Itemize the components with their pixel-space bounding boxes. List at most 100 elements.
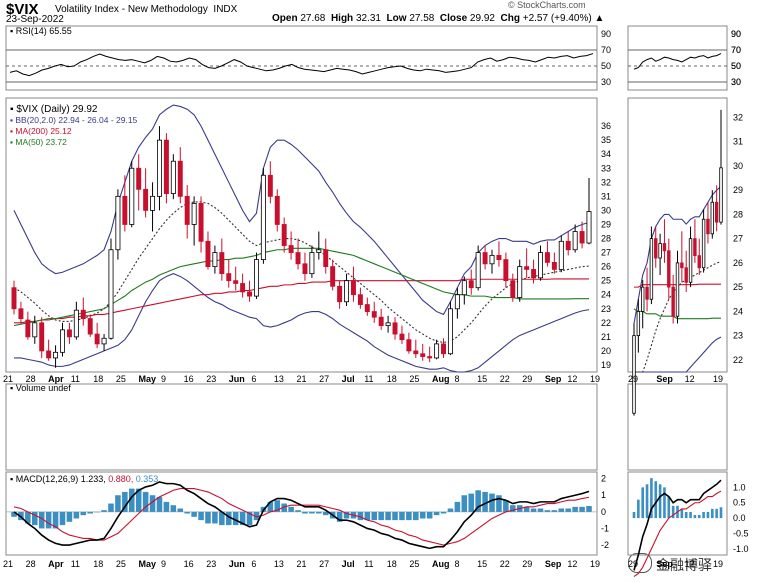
macd-tick-label: -2 bbox=[601, 540, 609, 550]
zoom-macd-bar bbox=[671, 505, 675, 519]
zoom-x-tick-bottom: 12 bbox=[685, 559, 695, 569]
candle-body bbox=[378, 316, 384, 327]
zoom-price-tick: 27 bbox=[733, 234, 743, 244]
macd-x-tick: 27 bbox=[319, 559, 329, 569]
zoom-candle-body bbox=[680, 262, 684, 269]
macd-hist-bar bbox=[73, 511, 80, 519]
candle-body bbox=[108, 249, 114, 339]
zoom-macd-bar bbox=[645, 484, 649, 519]
macd-hist-bar bbox=[59, 511, 66, 526]
macd-hist-bar bbox=[122, 491, 128, 512]
zoom-bb-upper bbox=[633, 186, 722, 324]
macd-x-tick: 12 bbox=[567, 559, 577, 569]
candle-body bbox=[586, 211, 592, 244]
macd-hist-bar bbox=[364, 511, 371, 521]
price-tick-label: 28 bbox=[601, 234, 611, 244]
candle-body bbox=[198, 202, 204, 242]
candle-body bbox=[531, 269, 537, 279]
price-tick-label: 26 bbox=[601, 262, 611, 272]
macd-hist-bar bbox=[52, 511, 59, 529]
panel-frame-macd bbox=[5, 471, 598, 556]
zoom-macd-bar bbox=[715, 508, 718, 519]
candle-body bbox=[219, 252, 225, 275]
zoom-rsi-tick-label: 30 bbox=[731, 77, 741, 87]
candle-body bbox=[503, 259, 509, 282]
zoom-candle-body bbox=[654, 238, 658, 259]
macd-tick-label: -1 bbox=[601, 523, 609, 533]
close-label: Close bbox=[439, 13, 468, 24]
macd-hist-bar bbox=[80, 511, 87, 516]
macd-hist-bar bbox=[295, 510, 301, 512]
volume-label: ▪ Volume undef bbox=[10, 383, 71, 393]
candle-body bbox=[288, 245, 294, 253]
zoom-macd-bar bbox=[667, 496, 671, 519]
macd-x-tick: Sep bbox=[545, 559, 562, 569]
up-arrow-icon: ▲ bbox=[594, 13, 605, 24]
candle-body bbox=[413, 350, 419, 355]
macd-x-tick: 16 bbox=[184, 559, 194, 569]
macd-hist-bar bbox=[523, 506, 530, 512]
macd-hist-bar bbox=[101, 510, 107, 512]
price-x-tick: Apr bbox=[48, 374, 64, 384]
macd-hist-bar bbox=[309, 511, 315, 514]
zoom-candle-body bbox=[645, 286, 649, 300]
zoom-rsi-tick: 30 bbox=[731, 77, 741, 87]
zoom-candle-body bbox=[675, 262, 680, 317]
price-x-tick: 11 bbox=[71, 374, 80, 384]
candle-body bbox=[364, 304, 370, 312]
high-label: High bbox=[330, 13, 354, 24]
macd-legend-part: ▪ MACD(12,26,9) bbox=[10, 474, 81, 484]
macd-hist-bar bbox=[191, 511, 197, 517]
macd-x-tick: 15 bbox=[477, 559, 487, 569]
macd-hist-bar bbox=[530, 508, 537, 512]
chg-value: +2.57 (+9.40%) bbox=[522, 13, 592, 24]
price-x-tick: 12 bbox=[567, 374, 577, 384]
price-x-tick: 11 bbox=[364, 374, 373, 384]
wechat-logo-icon bbox=[628, 553, 652, 573]
zoom-candle-body bbox=[714, 201, 719, 223]
zoom-rsi-tick-label: 50 bbox=[731, 61, 741, 71]
macd-hist-bar bbox=[447, 508, 454, 512]
zoom-candle-body bbox=[649, 238, 654, 300]
zoom-candle-body bbox=[706, 218, 710, 235]
zoom-macd-tick: 0.5 bbox=[733, 498, 746, 508]
zoom-x-tick: 29 bbox=[628, 374, 638, 384]
quote-date: 23-Sep-2022 bbox=[6, 14, 64, 25]
zoom-price-tick: 28 bbox=[733, 209, 743, 219]
candle-body bbox=[538, 252, 543, 279]
price-x-tick: Aug bbox=[432, 374, 450, 384]
candle-body bbox=[468, 280, 474, 289]
candle-body bbox=[392, 322, 398, 335]
candle-body bbox=[454, 294, 460, 310]
zoom-candle-body bbox=[710, 201, 715, 235]
low-value: 27.58 bbox=[409, 13, 435, 24]
macd-x-tick: Aug bbox=[432, 559, 450, 569]
zoom-macd-line bbox=[633, 479, 722, 571]
price-tick-label: 25 bbox=[601, 276, 611, 286]
candle-body bbox=[461, 280, 467, 296]
zoom-candle-body bbox=[684, 267, 688, 283]
macd-x-tick: 25 bbox=[409, 559, 419, 569]
zoom-macd-bar bbox=[684, 511, 688, 519]
zoom-rsi-tick-label: 70 bbox=[731, 45, 741, 55]
candle-body bbox=[579, 231, 585, 244]
macd-hist-bar bbox=[572, 506, 578, 512]
ma200-legend-label: ▪ MA(200) 25.12 bbox=[10, 126, 72, 136]
candle-body bbox=[73, 309, 79, 338]
ticker-symbol: $VIX bbox=[6, 1, 39, 18]
price-tick-label: 23 bbox=[601, 304, 611, 314]
zoom-rsi-tick-label: 90 bbox=[731, 29, 741, 39]
macd-hist-bar bbox=[142, 491, 149, 512]
macd-hist-bar bbox=[108, 503, 114, 512]
zoom-macd-bar bbox=[650, 478, 653, 519]
macd-x-tick: 29 bbox=[522, 559, 532, 569]
zoom-macd-bar bbox=[710, 508, 714, 519]
macd-hist-bar bbox=[322, 511, 329, 516]
macd-hist-bar bbox=[482, 491, 488, 512]
candle-body bbox=[25, 319, 31, 338]
candle-body bbox=[247, 291, 253, 297]
macd-hist-bar bbox=[267, 501, 274, 512]
macd-legend-part: 1.233, bbox=[81, 474, 109, 484]
price-x-tick: 13 bbox=[274, 374, 284, 384]
candle-body bbox=[371, 311, 377, 318]
